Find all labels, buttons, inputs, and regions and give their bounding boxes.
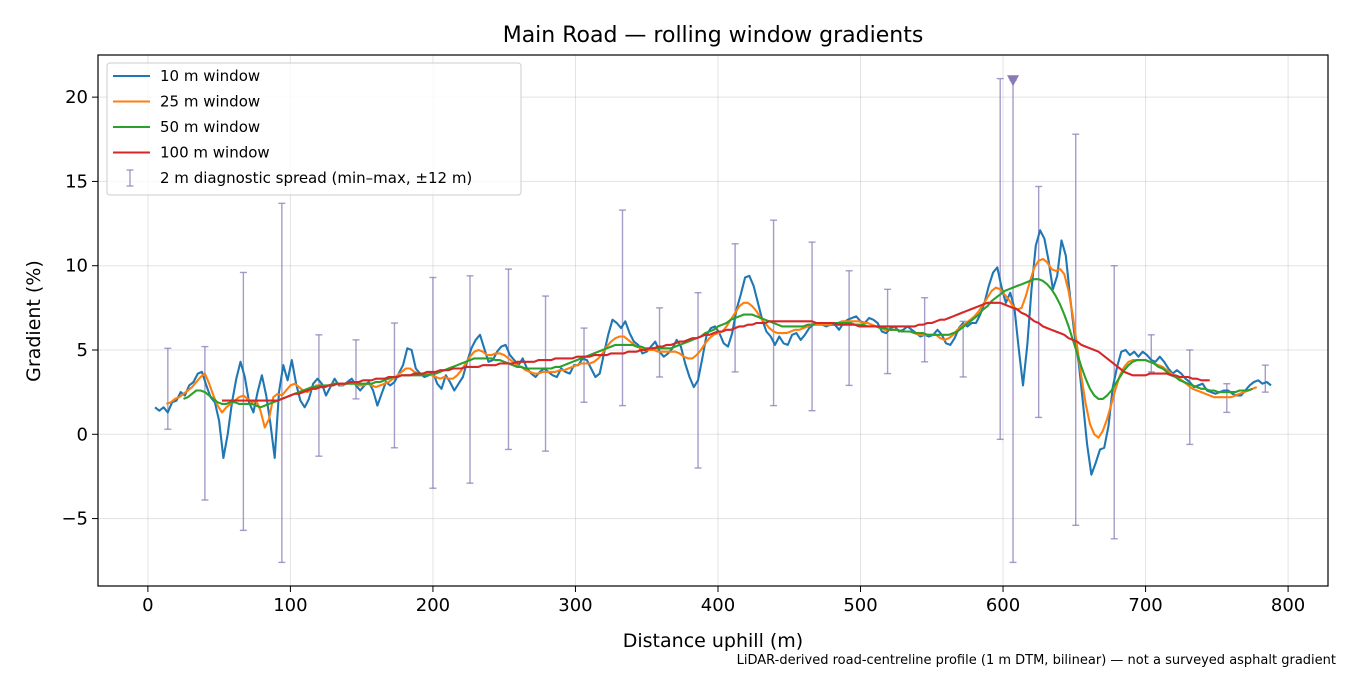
y-tick-label: 15 xyxy=(65,171,88,192)
y-tick-label: 10 xyxy=(65,256,88,277)
x-axis-label: Distance uphill (m) xyxy=(623,630,803,652)
errorbar xyxy=(731,243,739,373)
errorbar xyxy=(429,276,437,489)
errorbar xyxy=(542,295,550,452)
x-tick-label: 600 xyxy=(986,595,1020,616)
legend-box xyxy=(106,62,522,196)
plot-frame xyxy=(97,54,1329,587)
errorbar xyxy=(656,307,664,378)
x-tick-label: 700 xyxy=(1128,595,1162,616)
clip-marker xyxy=(1007,75,1020,87)
chart-title: Main Road — rolling window gradients xyxy=(503,23,924,48)
x-tick-label: 0 xyxy=(142,595,153,616)
errorbar xyxy=(390,322,398,449)
errorbar xyxy=(618,209,626,407)
errorbar xyxy=(845,270,853,387)
errorbar xyxy=(466,275,474,484)
clip-marker-group xyxy=(1007,75,1020,87)
errorbar xyxy=(770,219,778,407)
y-axis-label: Gradient (%) xyxy=(23,260,45,382)
errorbar xyxy=(164,347,172,430)
errorbar xyxy=(921,297,929,363)
x-tick-label: 200 xyxy=(416,595,450,616)
errorbar xyxy=(580,327,588,403)
errorbar xyxy=(201,345,209,501)
errorbar xyxy=(996,77,1004,441)
series-line-4 xyxy=(222,301,1210,402)
x-tick-label: 400 xyxy=(701,595,735,616)
x-tick-label: 800 xyxy=(1271,595,1305,616)
x-axis-ticks: 0 100 200 300 400 500 600 700 800 xyxy=(142,586,1305,616)
series-lines xyxy=(154,229,1272,476)
x-tick-label: 500 xyxy=(843,595,877,616)
x-tick-label: 100 xyxy=(273,595,307,616)
errorbar xyxy=(352,339,360,400)
legend-label-2: 25 m window xyxy=(160,93,260,111)
legend-label-1: 10 m window xyxy=(160,67,260,85)
errorbar xyxy=(1186,349,1194,446)
errorbar xyxy=(315,334,323,457)
y-tick-label: 20 xyxy=(65,87,88,108)
errorbar xyxy=(959,320,967,378)
errorbar xyxy=(1110,265,1118,540)
legend-label-4: 100 m window xyxy=(160,144,270,162)
series-line-3 xyxy=(183,278,1253,409)
legend-label-errorbar: 2 m diagnostic spread (min–max, ±12 m) xyxy=(160,169,472,187)
errorbar xyxy=(278,202,286,564)
errorbar xyxy=(1261,364,1269,393)
footnote: LiDAR-derived road-centreline profile (1… xyxy=(737,653,1336,668)
legend: 10 m window 25 m window 50 m window 100 m w… xyxy=(106,62,522,196)
x-tick-label: 300 xyxy=(558,595,592,616)
y-tick-label: 0 xyxy=(77,424,88,445)
legend-label-3: 50 m window xyxy=(160,118,260,136)
y-axis-ticks: −5 0 5 10 15 20 xyxy=(61,87,98,530)
y-tick-label: −5 xyxy=(61,509,88,530)
errorbar xyxy=(1035,185,1043,419)
errorbar xyxy=(1147,334,1155,373)
y-tick-label: 5 xyxy=(77,340,88,361)
